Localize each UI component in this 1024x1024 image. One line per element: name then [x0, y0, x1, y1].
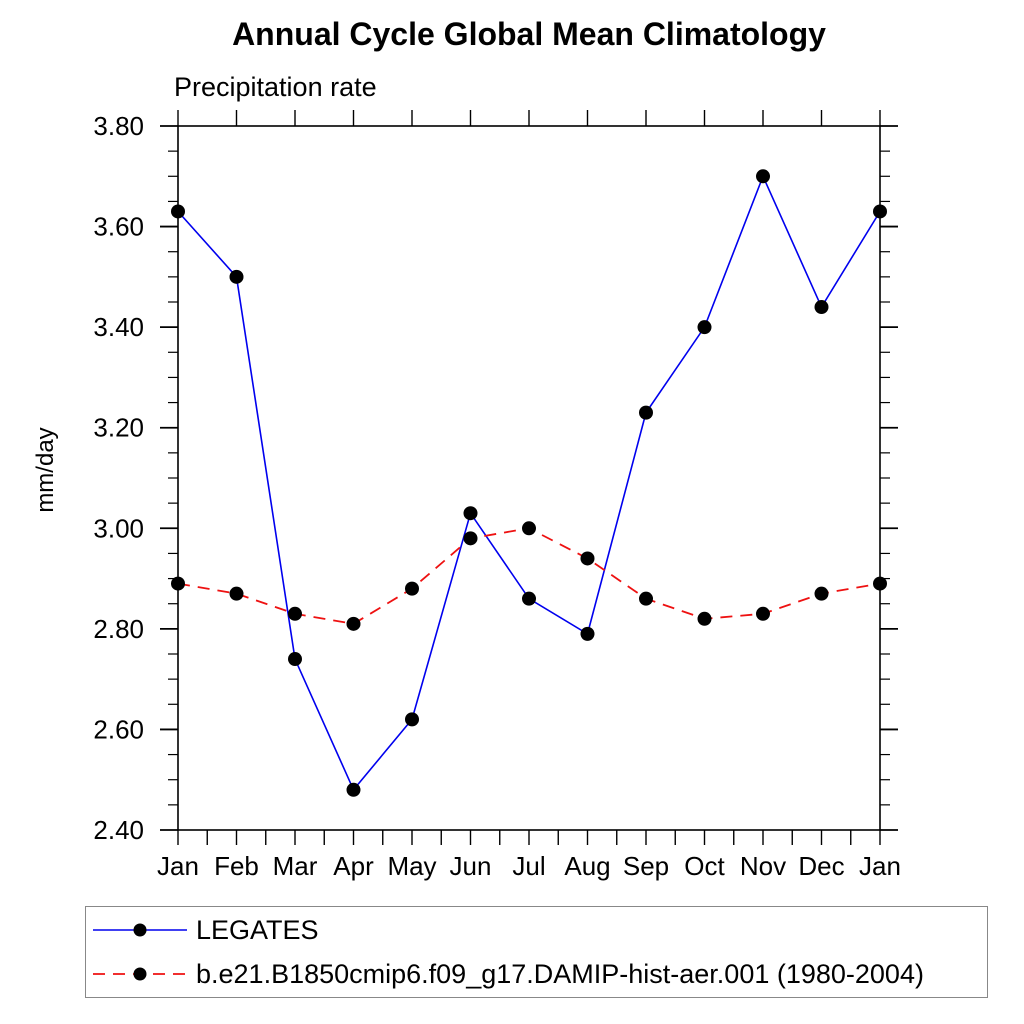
data-point-0 [580, 626, 595, 641]
data-point-0 [346, 782, 361, 797]
data-point-1 [171, 576, 185, 591]
data-point-1 [814, 586, 829, 601]
y-tick-label: 3.20 [93, 413, 144, 443]
data-point-0 [522, 591, 536, 606]
data-point-0 [697, 320, 712, 335]
x-tick-label: Apr [333, 851, 374, 881]
x-tick-label: Jul [512, 851, 545, 881]
data-point-1 [405, 581, 419, 596]
data-point-1 [639, 591, 653, 606]
y-tick-label: 3.40 [93, 312, 144, 342]
data-point-1 [756, 606, 770, 621]
x-tick-label: Nov [740, 851, 786, 881]
data-point-0 [405, 712, 419, 727]
chart-subtitle: Precipitation rate [174, 72, 377, 102]
x-tick-label: Aug [564, 851, 610, 881]
x-tick-label: Sep [623, 851, 669, 881]
x-tick-label: Feb [214, 851, 259, 881]
data-point-1 [522, 521, 536, 536]
data-point-0 [756, 169, 770, 184]
data-point-1 [463, 531, 478, 546]
data-point-1 [229, 586, 244, 601]
y-tick-label: 2.40 [93, 815, 144, 845]
data-point-0 [288, 652, 302, 667]
x-tick-label: Jan [157, 851, 199, 881]
x-tick-label: Oct [684, 851, 725, 881]
legend-label-model: b.e21.B1850cmip6.f09_g17.DAMIP-hist-aer.… [196, 958, 924, 989]
legend-swatch-model [93, 967, 187, 981]
plot-frame [177, 125, 881, 831]
data-point-0 [229, 269, 244, 284]
x-tick-label: Mar [273, 851, 318, 881]
y-tick-label: 2.80 [93, 614, 144, 644]
data-point-1 [873, 576, 887, 591]
data-point-0 [873, 204, 887, 219]
data-point-0 [814, 300, 829, 315]
data-point-1 [346, 616, 361, 631]
data-point-0 [171, 204, 185, 219]
legend-marker-icon [133, 967, 147, 981]
legend-label-legates: LEGATES [196, 914, 319, 945]
legend-marker-icon [133, 923, 147, 937]
y-tick-label: 3.60 [93, 212, 144, 242]
x-tick-label: Jun [450, 851, 492, 881]
data-point-1 [580, 551, 595, 566]
y-tick-label: 3.80 [93, 111, 144, 141]
chart-title: Annual Cycle Global Mean Climatology [232, 16, 826, 52]
data-point-1 [697, 611, 712, 626]
y-tick-label: 2.60 [93, 714, 144, 744]
legend-box: LEGATES b.e21.B1850cmip6.f09_g17.DAMIP-h… [85, 906, 988, 998]
legend-swatch-legates [93, 923, 187, 937]
series-line-0 [177, 174, 881, 792]
x-tick-label: Jan [859, 851, 901, 881]
data-point-0 [639, 405, 653, 420]
plot-area: 2.40 2.60 2.80 3.00 3.20 3.40 3.60 3.80 Jan Feb Ma… [93, 110, 901, 881]
legend-item-model: b.e21.B1850cmip6.f09_g17.DAMIP-hist-aer.… [86, 953, 987, 995]
y-tick-label: 3.00 [93, 513, 144, 543]
data-point-0 [463, 506, 478, 521]
x-tick-label: Dec [798, 851, 844, 881]
data-point-1 [288, 606, 302, 621]
x-tick-label: May [387, 851, 436, 881]
legend-item-legates: LEGATES [86, 909, 987, 951]
series-line-1 [177, 527, 881, 625]
